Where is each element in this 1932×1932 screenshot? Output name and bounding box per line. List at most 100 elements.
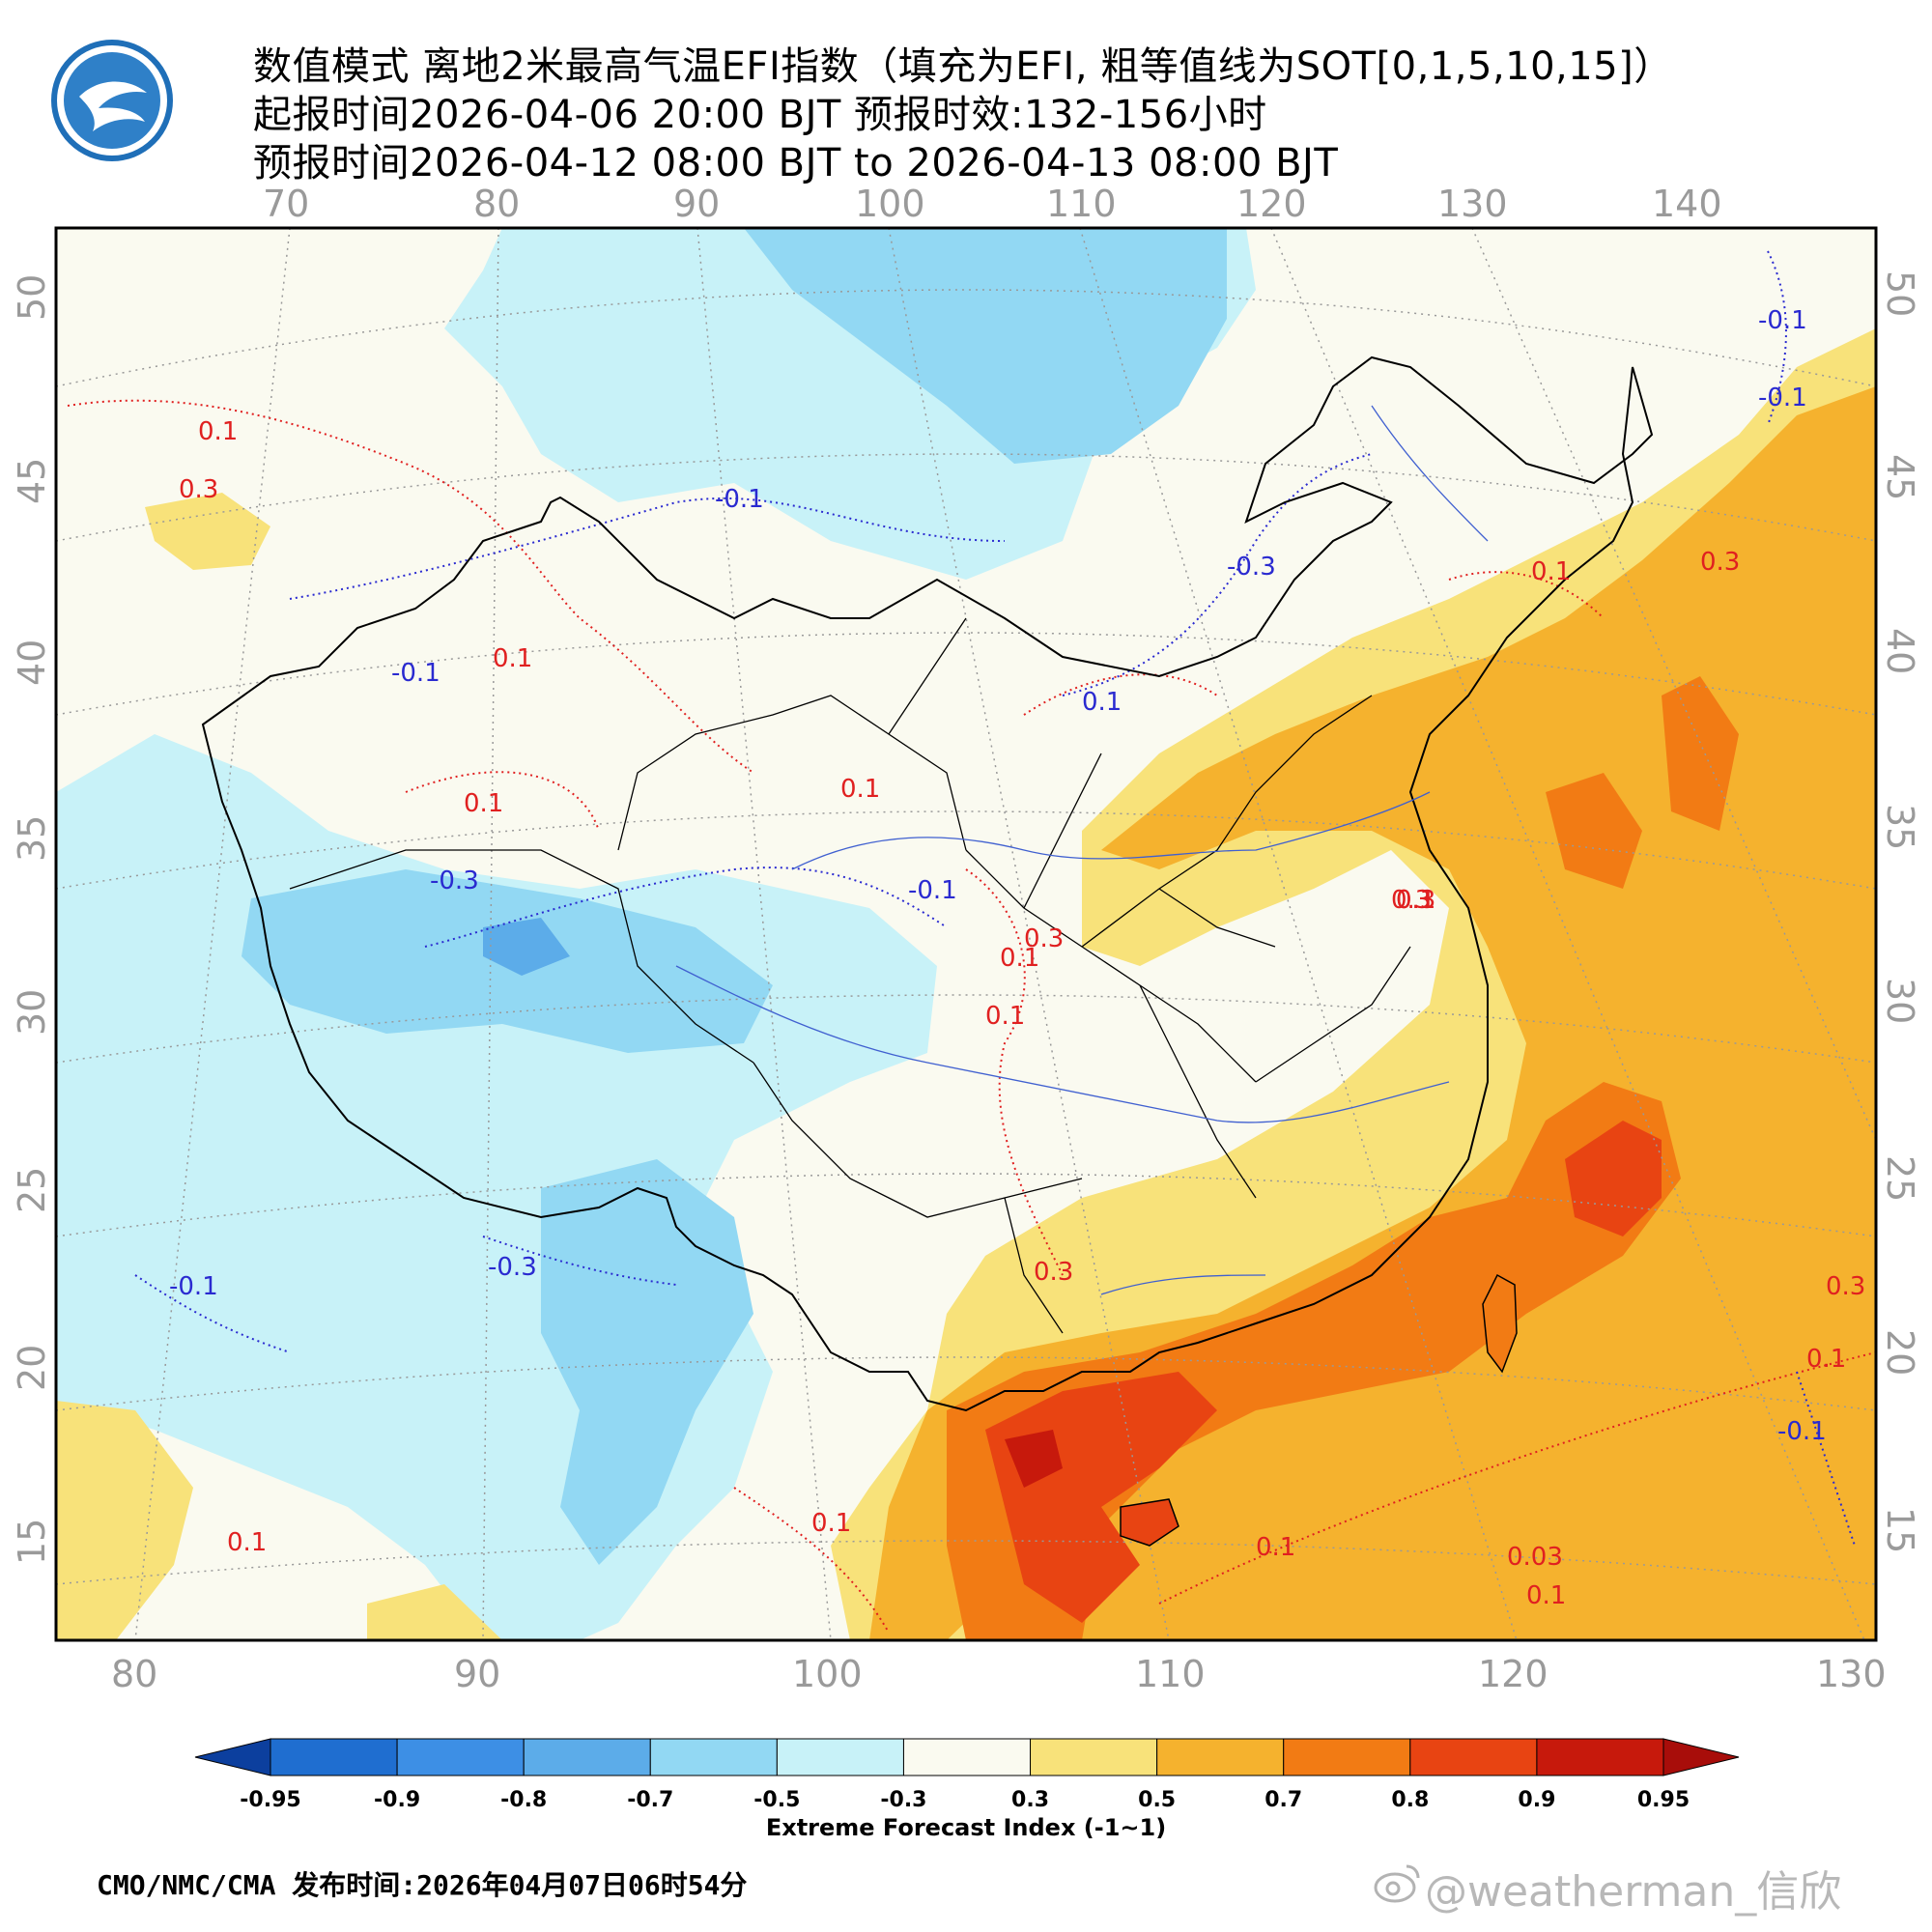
- lon-label-bottom: 90: [454, 1653, 500, 1695]
- lon-label-bottom: 120: [1478, 1653, 1548, 1695]
- legend-swatch: [1156, 1738, 1285, 1776]
- contour-label: -0.3: [488, 1253, 537, 1282]
- title-init-time: 起报时间2026-04-06 20:00 BJT 预报时效:132-156小时: [253, 93, 1267, 137]
- contour-label: 0.1: [1806, 1345, 1846, 1374]
- contour-label: 0.1: [840, 775, 880, 804]
- contour-label: 0.1: [227, 1528, 267, 1557]
- lon-label-bottom: 130: [1816, 1653, 1887, 1695]
- contour-label: 0.1: [1082, 688, 1122, 717]
- legend-tick-label: 0.5: [1138, 1788, 1176, 1812]
- weibo-icon: [1374, 1864, 1420, 1903]
- lon-label-top: 70: [263, 183, 309, 225]
- contour-label: 0.1: [464, 789, 503, 818]
- lat-label-left: 50: [11, 274, 53, 321]
- lon-label-top: 90: [673, 183, 720, 225]
- footer-source: CMO/NMC/CMA 发布时间:2026年04月07日06时54分: [97, 1869, 748, 1901]
- lon-label-top: 110: [1046, 183, 1117, 225]
- rivers: [675, 405, 1489, 1295]
- legend-tick-label: -0.9: [374, 1788, 420, 1812]
- contour-label: -0.1: [715, 485, 764, 514]
- legend-title: Extreme Forecast Index (-1~1): [766, 1814, 1166, 1841]
- warm-region-extreme: [1005, 1430, 1063, 1488]
- legend-arrow-right: [1662, 1738, 1740, 1776]
- lat-labels-right: 50 45 40 35 30 25 20 15: [1879, 270, 1921, 1553]
- legend-swatch: [1283, 1738, 1411, 1776]
- contour-label-group: 0.1 0.3 0.1 0.1 -0.1 -0.1 0.1 0.1 -0.3 0…: [169, 306, 1865, 1610]
- legend-swatch: [902, 1738, 1032, 1776]
- contour-label: -0.3: [430, 867, 479, 895]
- contour-label: 0.3: [1700, 548, 1740, 577]
- legend-tick-label: 0.95: [1637, 1788, 1690, 1812]
- legend-swatch: [776, 1738, 904, 1776]
- legend-swatch: [1536, 1738, 1664, 1776]
- contour-label: 0.1: [198, 417, 238, 446]
- legend-tick-group: -0.95 -0.9 -0.8 -0.7 -0.5 -0.3 0.3 0.5 0.7 0.8 0.9…: [240, 1788, 1690, 1812]
- contour-label: 0.1: [811, 1509, 851, 1538]
- lat-label-left: 15: [11, 1519, 53, 1565]
- cma-logo-icon: [51, 40, 173, 161]
- contour-label: -0.1: [908, 876, 957, 905]
- contour-label: 0.3: [1024, 924, 1064, 953]
- legend-swatch: [1030, 1738, 1158, 1776]
- legend-tick-label: -0.7: [627, 1788, 673, 1812]
- lon-label-top: 100: [855, 183, 925, 225]
- cold-core-south: [541, 1159, 753, 1565]
- legend-tick-label: 0.9: [1518, 1788, 1555, 1812]
- lat-label-right: 50: [1879, 270, 1921, 317]
- hainan: [1120, 1498, 1179, 1547]
- warm-region-strong-korea: [1546, 773, 1642, 889]
- lat-label-right: 40: [1879, 628, 1921, 674]
- lon-label-bottom: 110: [1135, 1653, 1206, 1695]
- contour-label: 0.1: [1256, 1533, 1295, 1562]
- map-frame: [54, 226, 1878, 1642]
- lat-label-right: 35: [1879, 804, 1921, 850]
- contour-label: 0.1: [1526, 1581, 1566, 1610]
- legend-swatch: [1409, 1738, 1538, 1776]
- contour-label: 0.1: [1000, 944, 1039, 973]
- lon-label-bottom: 80: [111, 1653, 157, 1695]
- contour-label: -0.1: [391, 659, 440, 688]
- lat-label-right: 20: [1879, 1329, 1921, 1376]
- lon-label-top: 140: [1652, 183, 1722, 225]
- contour-label: 0.3: [179, 475, 218, 504]
- taiwan: [1482, 1273, 1518, 1374]
- lon-label-top: 80: [473, 183, 520, 225]
- contour-label: 0.1: [493, 644, 532, 673]
- lat-label-left: 25: [11, 1167, 53, 1213]
- legend-swatch: [270, 1738, 398, 1776]
- watermark-text: @weatherman_信欣: [1425, 1867, 1842, 1917]
- lat-label-right: 15: [1879, 1507, 1921, 1553]
- legend-arrow-left: [194, 1738, 271, 1776]
- legend-swatch: [396, 1738, 525, 1776]
- lon-label-bottom: 100: [792, 1653, 863, 1695]
- lat-label-left: 45: [11, 458, 53, 504]
- contour-label: 0.3: [1391, 886, 1431, 915]
- contour-label: -0.1: [169, 1272, 218, 1301]
- legend-tick-label: 0.7: [1264, 1788, 1302, 1812]
- contour-label: -0.1: [1758, 306, 1807, 335]
- legend-tick-label: 0.8: [1391, 1788, 1429, 1812]
- warm-region-bay: [367, 1584, 502, 1640]
- lat-label-right: 25: [1879, 1155, 1921, 1202]
- graticule: [56, 228, 1876, 1640]
- contour-label: 0.1: [985, 1002, 1025, 1031]
- lat-label-left: 40: [11, 639, 53, 686]
- lon-label-top: 120: [1236, 183, 1307, 225]
- lat-label-right: 45: [1879, 454, 1921, 500]
- legend-swatch: [523, 1738, 651, 1776]
- lat-label-left: 35: [11, 815, 53, 862]
- contour-label: 0.03: [1507, 1543, 1563, 1572]
- lat-label-left: 20: [11, 1345, 53, 1391]
- title-valid-time: 预报时间2026-04-12 08:00 BJT to 2026-04-13 0…: [253, 141, 1339, 185]
- lat-label-left: 30: [11, 989, 53, 1036]
- lat-labels-left: 50 45 40 35 30 25 20 15: [11, 274, 53, 1565]
- contour-label: 0.1: [1531, 557, 1571, 586]
- lat-label-right: 30: [1879, 978, 1921, 1024]
- cold-core-mongolia: [744, 228, 1227, 464]
- contour-label: 0.3: [1396, 886, 1435, 915]
- contour-label: -0.1: [1758, 384, 1807, 412]
- contour-label: 0.3: [1034, 1258, 1073, 1287]
- contour-label: 0.1: [1396, 886, 1435, 915]
- warm-region-severe-ocean: [1565, 1121, 1662, 1236]
- sot-contours: [67, 250, 1876, 1634]
